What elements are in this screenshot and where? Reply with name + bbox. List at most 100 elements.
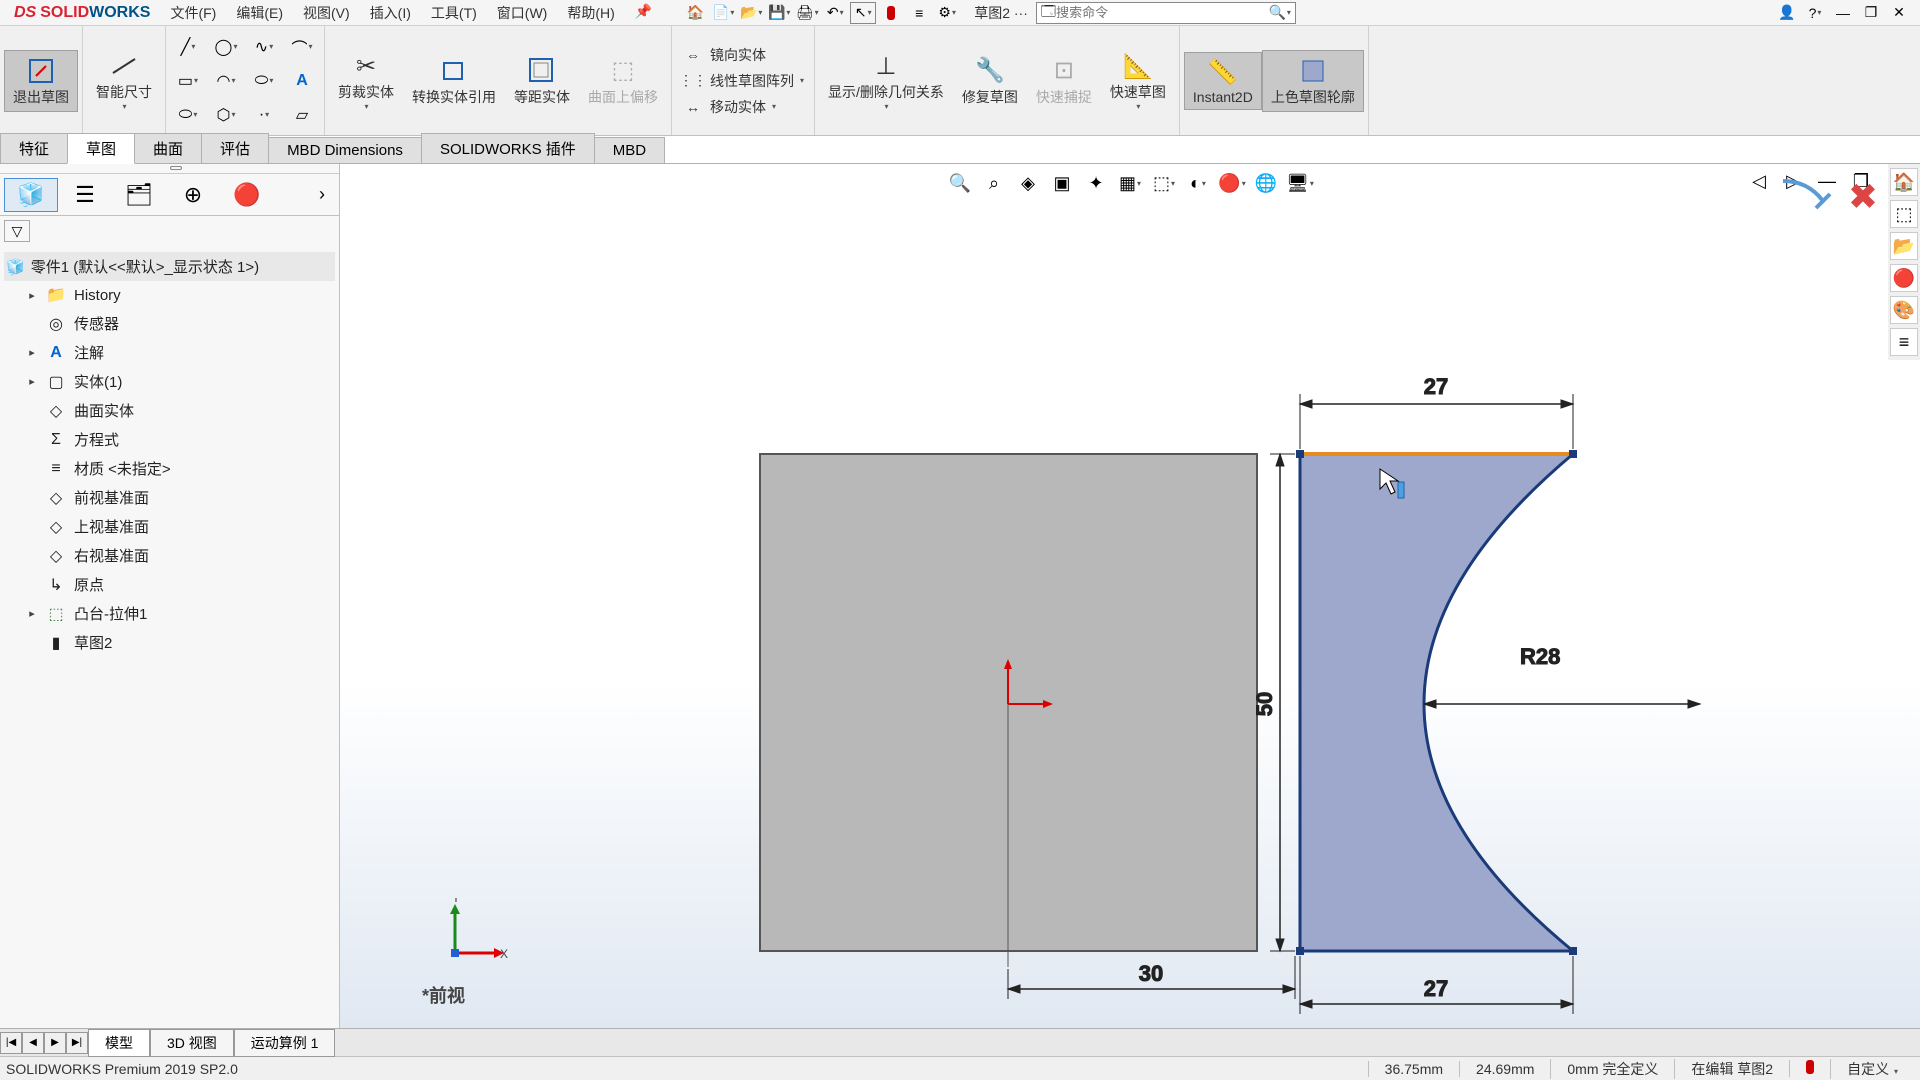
select-icon[interactable]: ↖▾ (850, 2, 876, 24)
tree-sketch2[interactable]: ▮草图2 (4, 628, 335, 657)
taskpane-view-palette-icon[interactable]: 🔴 (1890, 264, 1918, 292)
dimxpert-tab-icon[interactable]: ⊕ (166, 178, 220, 212)
menu-view[interactable]: 视图(V) (293, 3, 360, 23)
dimension-r28[interactable]: R28 (1424, 644, 1700, 708)
bottom-tab-model[interactable]: 模型 (88, 1029, 150, 1057)
tree-annotations[interactable]: ▸A注解 (4, 338, 335, 367)
tab-feature[interactable]: 特征 (0, 133, 68, 163)
home-icon[interactable]: 🏠 (682, 2, 708, 24)
bottom-tab-motion[interactable]: 运动算例 1 (234, 1029, 336, 1057)
smart-dim-dropdown-icon[interactable]: ▾ (122, 102, 126, 111)
close-icon[interactable]: ✕ (1886, 2, 1912, 24)
instant2d-button[interactable]: 📏 Instant2D (1184, 52, 1262, 110)
menu-help[interactable]: 帮助(H) (557, 3, 624, 23)
offset-button[interactable]: 等距实体 (505, 50, 579, 112)
status-indicator-icon[interactable] (1789, 1060, 1830, 1077)
expand-icon[interactable]: ▸ (26, 607, 38, 620)
new-icon[interactable]: 📄▾ (710, 2, 736, 24)
tree-material[interactable]: ≡材质 <未指定> (4, 454, 335, 483)
menu-file[interactable]: 文件(F) (160, 3, 226, 23)
zoom-area-icon[interactable]: ⌕ (979, 170, 1009, 196)
appearance-tab-icon[interactable]: 🔴 (220, 178, 274, 212)
tab-mbd[interactable]: MBD (594, 137, 665, 163)
relations-drop-icon[interactable]: ▾ (884, 102, 888, 111)
print-icon[interactable]: 🖨▾ (794, 2, 820, 24)
fillet-tool-icon[interactable]: ⌒▾ (284, 31, 320, 63)
tree-root-node[interactable]: 🧊 零件1 (默认<<默认>_显示状态 1>) (4, 252, 335, 281)
config-tab-icon[interactable]: 🗂 (112, 178, 166, 212)
line-tool-icon[interactable]: ╱▾ (170, 31, 206, 63)
move-button[interactable]: ↔移动实体▾ (676, 94, 810, 120)
zoom-fit-icon[interactable]: 🔍 (945, 170, 975, 196)
ellipse-tool-icon[interactable]: ⬭▾ (246, 65, 282, 97)
view-triad[interactable]: Y X (440, 898, 510, 968)
convert-button[interactable]: 转换实体引用 (403, 50, 505, 112)
bottom-tab-3dview[interactable]: 3D 视图 (150, 1029, 234, 1057)
tree-front-plane[interactable]: ◇前视基准面 (4, 483, 335, 512)
linear-pattern-button[interactable]: ⋮⋮线性草图阵列▾ (676, 68, 810, 94)
apply-scene-icon[interactable]: 🌐 (1251, 170, 1281, 196)
view-settings-icon[interactable]: 🖥▾ (1285, 170, 1315, 196)
tab-mbd-dim[interactable]: MBD Dimensions (268, 137, 422, 163)
expand-icon[interactable]: ▸ (26, 289, 38, 302)
linear-pattern-drop-icon[interactable]: ▾ (800, 76, 804, 85)
smart-dimension-button[interactable]: 智能尺寸 ▾ (87, 45, 161, 116)
tree-sensors[interactable]: ◎传感器 (4, 309, 335, 338)
rebuild-icon[interactable] (878, 2, 904, 24)
command-search[interactable]: 🗔 🔍 ▾ (1036, 2, 1296, 24)
tab-evaluate[interactable]: 评估 (201, 133, 269, 163)
plane-tool-icon[interactable]: ▱ (284, 99, 320, 131)
tree-origin[interactable]: ↳原点 (4, 570, 335, 599)
point-tool-icon[interactable]: ·▾ (246, 99, 282, 131)
hide-show-icon[interactable]: ◐▾ (1183, 170, 1213, 196)
search-icon[interactable]: 🔍 (1268, 4, 1285, 21)
text-tool-icon[interactable]: A (284, 65, 320, 97)
search-input[interactable] (1056, 5, 1268, 20)
sidebar-expand-icon[interactable]: › (309, 184, 335, 205)
menu-insert[interactable]: 插入(I) (360, 3, 421, 23)
move-drop-icon[interactable]: ▾ (772, 102, 776, 111)
property-tab-icon[interactable]: ☰ (58, 178, 112, 212)
view-orient-icon[interactable]: ▦▾ (1115, 170, 1145, 196)
help-icon[interactable]: ?▾ (1802, 2, 1828, 24)
status-custom[interactable]: 自定义 ▾ (1830, 1059, 1914, 1079)
undo-icon[interactable]: ↶▾ (822, 2, 848, 24)
confirm-cancel-icon[interactable]: ✖ (1848, 176, 1878, 226)
dimension-50[interactable]: 50 (1252, 454, 1295, 951)
tab-sketch[interactable]: 草图 (67, 133, 135, 164)
qsketch-drop-icon[interactable]: ▾ (1136, 102, 1140, 111)
tree-right-plane[interactable]: ◇右视基准面 (4, 541, 335, 570)
dynamic-icon[interactable]: ✦ (1081, 170, 1111, 196)
bt-first-icon[interactable]: |◀ (0, 1032, 22, 1054)
dimension-top-27[interactable]: 27 (1300, 374, 1573, 449)
tree-top-plane[interactable]: ◇上视基准面 (4, 512, 335, 541)
bt-next-icon[interactable]: ▶ (44, 1032, 66, 1054)
spline-tool-icon[interactable]: ∿▾ (246, 31, 282, 63)
taskpane-design-lib-icon[interactable]: ⬚ (1890, 200, 1918, 228)
search-dropdown-icon[interactable]: ▾ (1287, 8, 1291, 17)
tree-surface-bodies[interactable]: ◇曲面实体 (4, 396, 335, 425)
vp-prev-icon[interactable]: ◁ (1744, 168, 1774, 194)
graphics-viewport[interactable]: 🔍 ⌕ ◈ ▣ ✦ ▦▾ ⬚▾ ◐▾ 🔴▾ 🌐 🖥▾ ◁ ▷ — ❐ ✕ ✖ (340, 164, 1920, 1028)
menu-window[interactable]: 窗口(W) (487, 3, 558, 23)
options-list-icon[interactable]: ≡ (906, 2, 932, 24)
polygon-tool-icon[interactable]: ⬡▾ (208, 99, 244, 131)
trim-drop-icon[interactable]: ▾ (364, 102, 368, 111)
menu-tools[interactable]: 工具(T) (421, 3, 487, 23)
slot-tool-icon[interactable]: ⬭▾ (170, 99, 206, 131)
tree-extrude1[interactable]: ▸⬚凸台-拉伸1 (4, 599, 335, 628)
tree-equations[interactable]: Σ方程式 (4, 425, 335, 454)
restore-icon[interactable]: ❐ (1858, 2, 1884, 24)
display-style-icon[interactable]: ⬚▾ (1149, 170, 1179, 196)
arc-tool-icon[interactable]: ◠▾ (208, 65, 244, 97)
taskpane-home-icon[interactable]: 🏠 (1890, 168, 1918, 196)
bt-prev-icon[interactable]: ◀ (22, 1032, 44, 1054)
expand-icon[interactable]: ▸ (26, 346, 38, 359)
show-relations-button[interactable]: ⊥ 显示/删除几何关系 ▾ (819, 45, 953, 116)
edit-appearance-icon[interactable]: 🔴▾ (1217, 170, 1247, 196)
menu-edit[interactable]: 编辑(E) (226, 3, 293, 23)
rect-tool-icon[interactable]: ▭▾ (170, 65, 206, 97)
tree-solid-bodies[interactable]: ▸▢实体(1) (4, 367, 335, 396)
menu-pin-icon[interactable]: 📌 (625, 3, 662, 23)
previous-view-icon[interactable]: ◈ (1013, 170, 1043, 196)
